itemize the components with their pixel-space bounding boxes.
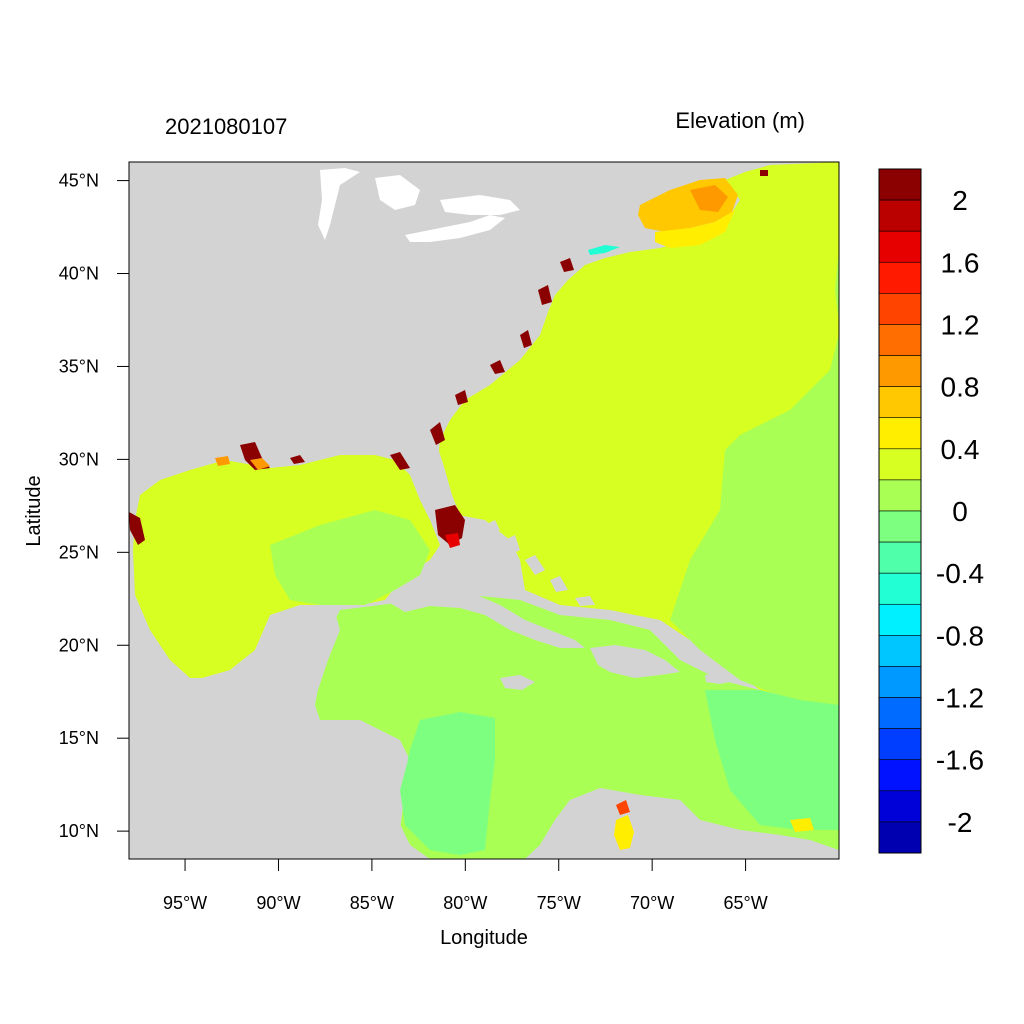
lat-tick-label: 20°N xyxy=(59,635,99,655)
x-axis-label: Longitude xyxy=(440,927,528,949)
central-america xyxy=(129,712,430,859)
colorbar-swatch xyxy=(878,541,922,574)
colorbar-swatch xyxy=(878,510,922,543)
lake-maracaibo xyxy=(614,815,634,850)
yucatan-peninsula xyxy=(195,612,340,722)
lat-tick-label: 40°N xyxy=(59,264,99,284)
jamaica-island xyxy=(500,675,535,690)
lat-tick-label: 45°N xyxy=(59,171,99,191)
map-plot-area xyxy=(129,162,839,859)
lon-tick-label: 95°W xyxy=(163,893,207,913)
map-frame xyxy=(128,161,840,860)
lat-tick-label: 30°N xyxy=(59,449,99,469)
lat-tick-label: 35°N xyxy=(59,356,99,376)
latitude-axis: 45°N 40°N 35°N 30°N 25°N 20°N 15°N 10°N xyxy=(59,171,129,841)
lat-tick-label: 25°N xyxy=(59,542,99,562)
florida-tip-red xyxy=(445,533,460,548)
lon-tick-label: 90°W xyxy=(256,893,300,913)
longitude-axis: 95°W 90°W 85°W 80°W 75°W 70°W 65°W xyxy=(163,859,768,913)
coastal-orange-speckles xyxy=(215,456,270,470)
colorbar-label: -0.8 xyxy=(936,620,984,651)
lat-tick-label: 10°N xyxy=(59,821,99,841)
colorbar-swatch xyxy=(878,386,922,419)
colorbar-swatch xyxy=(878,230,922,263)
gulf-of-maine-edge xyxy=(655,210,735,248)
colorbar-swatch xyxy=(878,324,922,356)
colorbar-label: -2 xyxy=(948,807,973,838)
colorbar-swatch xyxy=(878,759,922,792)
hispaniola-island xyxy=(590,645,680,678)
colorbar-swatch xyxy=(878,572,922,605)
colorbar-swatch xyxy=(878,635,922,667)
colorbar-swatch xyxy=(878,417,922,450)
colorbar-swatch xyxy=(878,728,922,761)
puerto-rico-island xyxy=(705,673,740,684)
colorbar-label: 1.2 xyxy=(941,309,980,340)
colorbar-swatch xyxy=(878,821,922,854)
gulf-of-maine-peak xyxy=(690,185,728,212)
colorbar-label: -1.6 xyxy=(936,745,984,776)
central-atlantic-ocean xyxy=(670,250,839,705)
lon-tick-label: 75°W xyxy=(537,893,581,913)
gulf-light-patch xyxy=(270,510,430,605)
lon-tick-label: 80°W xyxy=(443,893,487,913)
colorbar-swatch xyxy=(878,293,922,325)
great-lakes xyxy=(318,168,520,242)
colorbar-label: 0.8 xyxy=(941,372,980,403)
colorbar-swatch xyxy=(878,603,922,636)
colorbar-swatch xyxy=(878,697,922,729)
venezuela-coast-yellow xyxy=(790,818,814,832)
colorbar-label: 1.6 xyxy=(941,247,980,278)
colorbar-label: -1.2 xyxy=(936,683,984,714)
colorbar-frame xyxy=(878,168,922,854)
lon-tick-label: 70°W xyxy=(630,893,674,913)
colorbar-swatch xyxy=(878,199,922,232)
lat-tick-label: 15°N xyxy=(59,728,99,748)
colorbar-swatch xyxy=(878,790,922,823)
colorbar-swatch xyxy=(878,448,922,481)
map-timestamp-title: 2021080107 xyxy=(165,114,287,139)
long-island-sound-low xyxy=(588,245,620,255)
colorbar-label: 0 xyxy=(952,496,968,527)
colorbar-swatch xyxy=(878,261,922,294)
colorbar-title: Elevation (m) xyxy=(675,108,805,133)
caribbean-low-patch-west xyxy=(400,712,495,855)
lon-tick-label: 85°W xyxy=(350,893,394,913)
maracaibo-red xyxy=(616,800,630,815)
coastal-high-water-speckles xyxy=(129,170,768,545)
y-axis-label: Latitude xyxy=(23,475,45,546)
colorbar-label: -0.4 xyxy=(936,558,984,589)
colorbar-swatch xyxy=(878,355,922,387)
colorbar-swatch xyxy=(878,168,922,201)
bahamas-islands xyxy=(485,520,595,606)
caribbean-low-patch-east xyxy=(705,690,839,830)
colorbar-swatch xyxy=(878,479,922,512)
colorbar-swatch xyxy=(878,666,922,698)
elevation-colorbar: 2 1.6 1.2 0.8 0.4 0 -0.4 -0.8 -1.2 -1.6 -2 xyxy=(878,168,984,854)
colorbar-label: 2 xyxy=(952,185,968,216)
colorbar-label: 0.4 xyxy=(941,434,980,465)
cuba-island xyxy=(385,588,585,648)
south-america-coast xyxy=(525,788,839,859)
lon-tick-label: 65°W xyxy=(723,893,767,913)
